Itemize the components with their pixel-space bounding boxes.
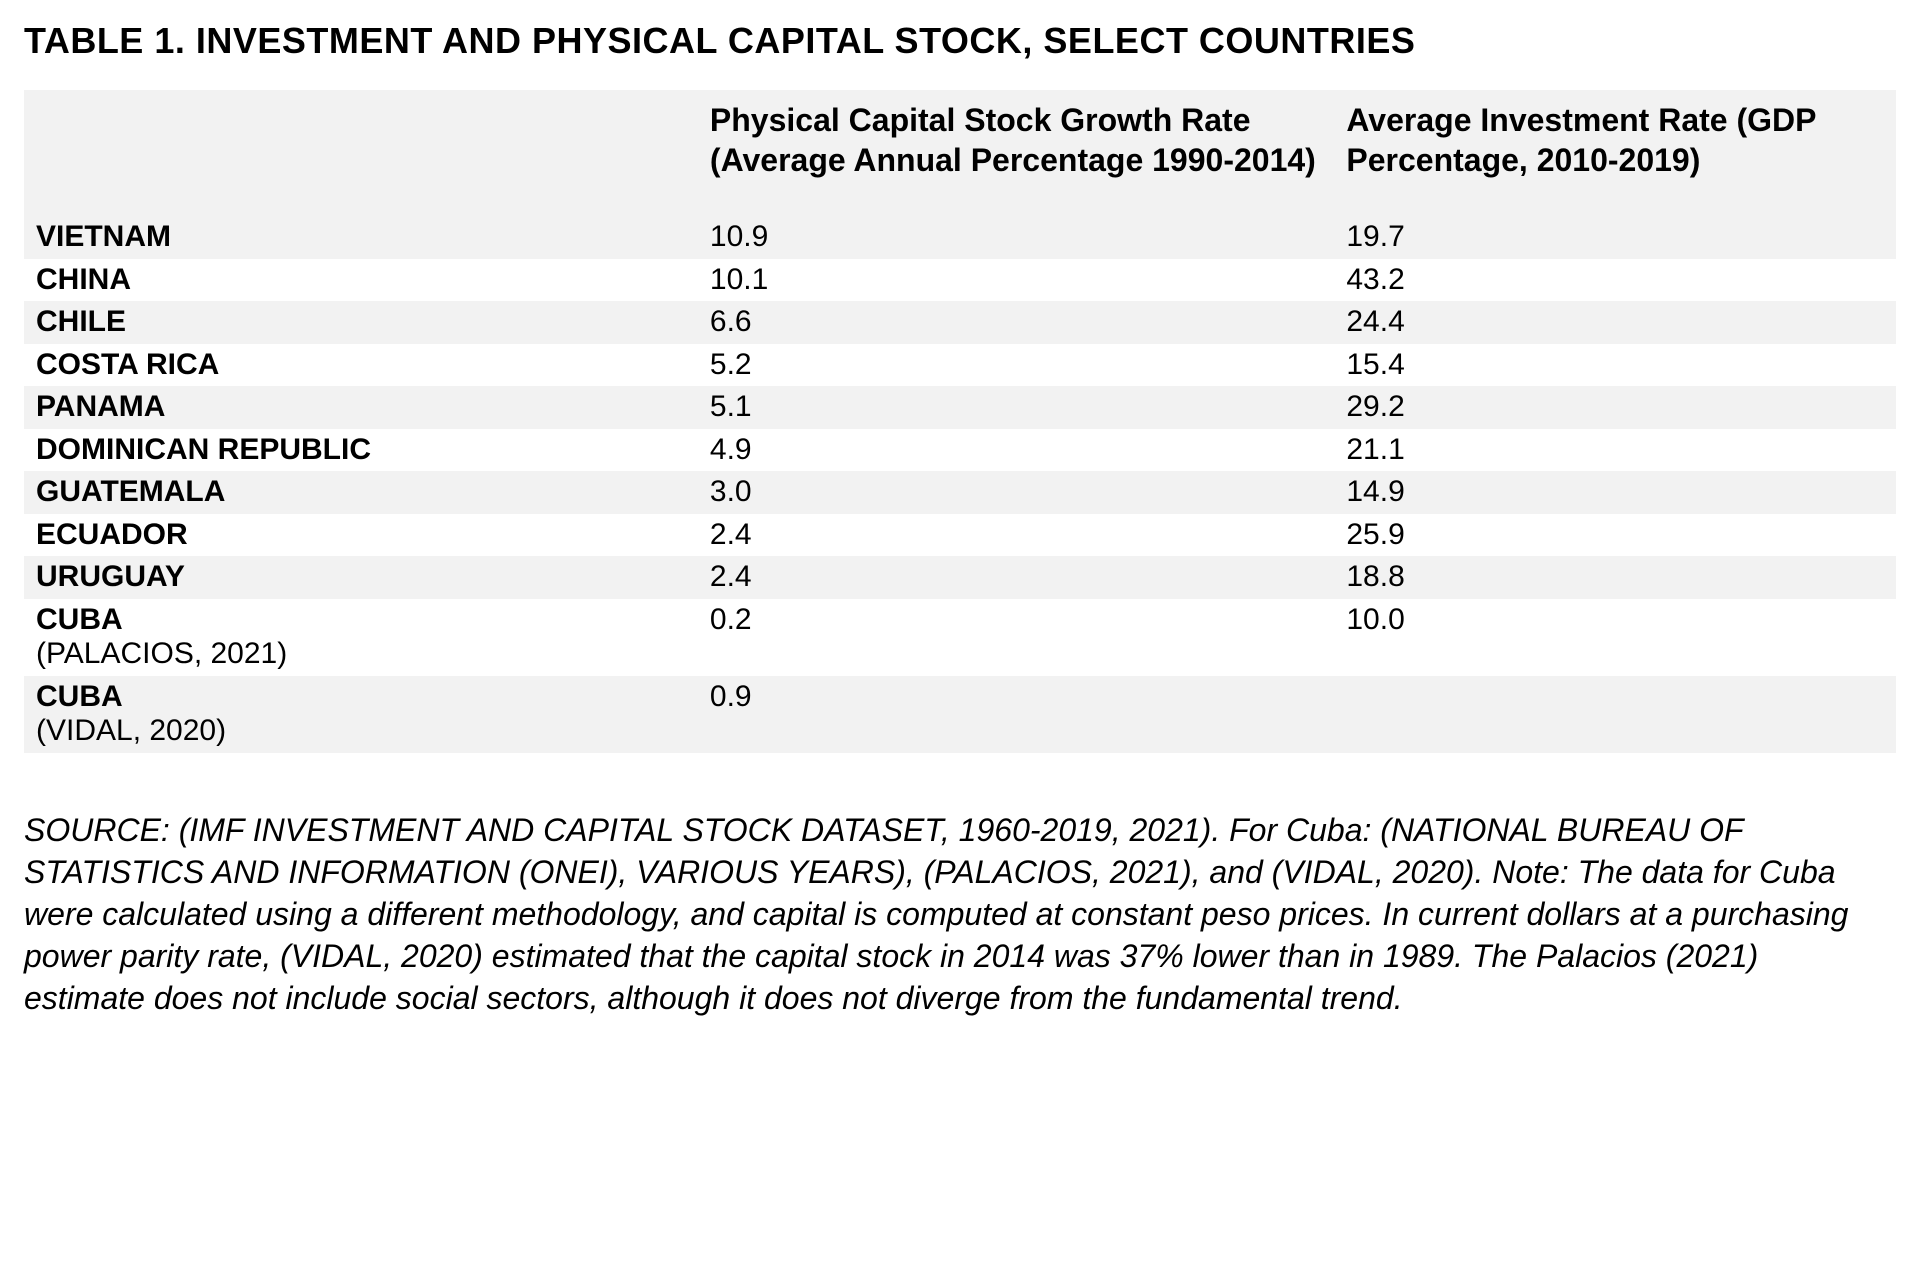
- col-header-country: [24, 90, 698, 216]
- table-body: VIETNAM 10.9 19.7 CHINA 10.1 43.2 CHILE …: [24, 216, 1896, 753]
- cell-growth: 4.9: [698, 429, 1334, 472]
- cell-growth: 10.1: [698, 259, 1334, 302]
- table-row: COSTA RICA 5.2 15.4: [24, 344, 1896, 387]
- table-row: CHILE 6.6 24.4: [24, 301, 1896, 344]
- cell-growth: 2.4: [698, 514, 1334, 557]
- country-name: CUBA: [36, 603, 123, 636]
- source-note: SOURCE: (IMF INVESTMENT AND CAPITAL STOC…: [24, 809, 1884, 1020]
- cell-invest: 29.2: [1334, 386, 1896, 429]
- cell-invest: 24.4: [1334, 301, 1896, 344]
- table-row: CHINA 10.1 43.2: [24, 259, 1896, 302]
- cell-growth: 5.1: [698, 386, 1334, 429]
- cell-growth: 6.6: [698, 301, 1334, 344]
- cell-country: PANAMA: [24, 386, 698, 429]
- cell-country: CHILE: [24, 301, 698, 344]
- cell-invest: 18.8: [1334, 556, 1896, 599]
- cell-growth: 3.0: [698, 471, 1334, 514]
- table-row: VIETNAM 10.9 19.7: [24, 216, 1896, 259]
- investment-table: Physical Capital Stock Growth Rate (Aver…: [24, 90, 1896, 753]
- country-name: CHILE: [36, 305, 126, 338]
- country-name: DOMINICAN REPUBLIC: [36, 433, 371, 466]
- country-name: VIETNAM: [36, 220, 171, 253]
- country-note: (PALACIOS, 2021): [36, 637, 686, 672]
- cell-invest: 15.4: [1334, 344, 1896, 387]
- country-name: PANAMA: [36, 390, 165, 423]
- table-header-row: Physical Capital Stock Growth Rate (Aver…: [24, 90, 1896, 216]
- cell-country: CHINA: [24, 259, 698, 302]
- cell-invest: 14.9: [1334, 471, 1896, 514]
- cell-country: URUGUAY: [24, 556, 698, 599]
- cell-invest: [1334, 676, 1896, 753]
- table-row: GUATEMALA 3.0 14.9: [24, 471, 1896, 514]
- cell-country: GUATEMALA: [24, 471, 698, 514]
- country-name: CHINA: [36, 263, 131, 296]
- cell-country: DOMINICAN REPUBLIC: [24, 429, 698, 472]
- cell-country: CUBA (VIDAL, 2020): [24, 676, 698, 753]
- table-title: TABLE 1. INVESTMENT AND PHYSICAL CAPITAL…: [24, 20, 1896, 62]
- cell-country: ECUADOR: [24, 514, 698, 557]
- country-note: (VIDAL, 2020): [36, 714, 686, 749]
- col-header-growth-rate: Physical Capital Stock Growth Rate (Aver…: [698, 90, 1334, 216]
- country-name: ECUADOR: [36, 518, 188, 551]
- table-row: CUBA (VIDAL, 2020) 0.9: [24, 676, 1896, 753]
- table-row: ECUADOR 2.4 25.9: [24, 514, 1896, 557]
- table-row: CUBA (PALACIOS, 2021) 0.2 10.0: [24, 599, 1896, 676]
- country-name: COSTA RICA: [36, 348, 219, 381]
- cell-invest: 25.9: [1334, 514, 1896, 557]
- cell-growth: 10.9: [698, 216, 1334, 259]
- cell-invest: 10.0: [1334, 599, 1896, 676]
- cell-growth: 2.4: [698, 556, 1334, 599]
- col-header-investment-rate: Average Investment Rate (GDP Percentage,…: [1334, 90, 1896, 216]
- table-row: DOMINICAN REPUBLIC 4.9 21.1: [24, 429, 1896, 472]
- country-name: CUBA: [36, 680, 123, 713]
- cell-invest: 19.7: [1334, 216, 1896, 259]
- country-name: GUATEMALA: [36, 475, 225, 508]
- cell-invest: 21.1: [1334, 429, 1896, 472]
- cell-growth: 0.9: [698, 676, 1334, 753]
- cell-growth: 5.2: [698, 344, 1334, 387]
- cell-country: CUBA (PALACIOS, 2021): [24, 599, 698, 676]
- cell-growth: 0.2: [698, 599, 1334, 676]
- country-name: URUGUAY: [36, 560, 185, 593]
- table-row: PANAMA 5.1 29.2: [24, 386, 1896, 429]
- cell-country: COSTA RICA: [24, 344, 698, 387]
- table-row: URUGUAY 2.4 18.8: [24, 556, 1896, 599]
- cell-country: VIETNAM: [24, 216, 698, 259]
- cell-invest: 43.2: [1334, 259, 1896, 302]
